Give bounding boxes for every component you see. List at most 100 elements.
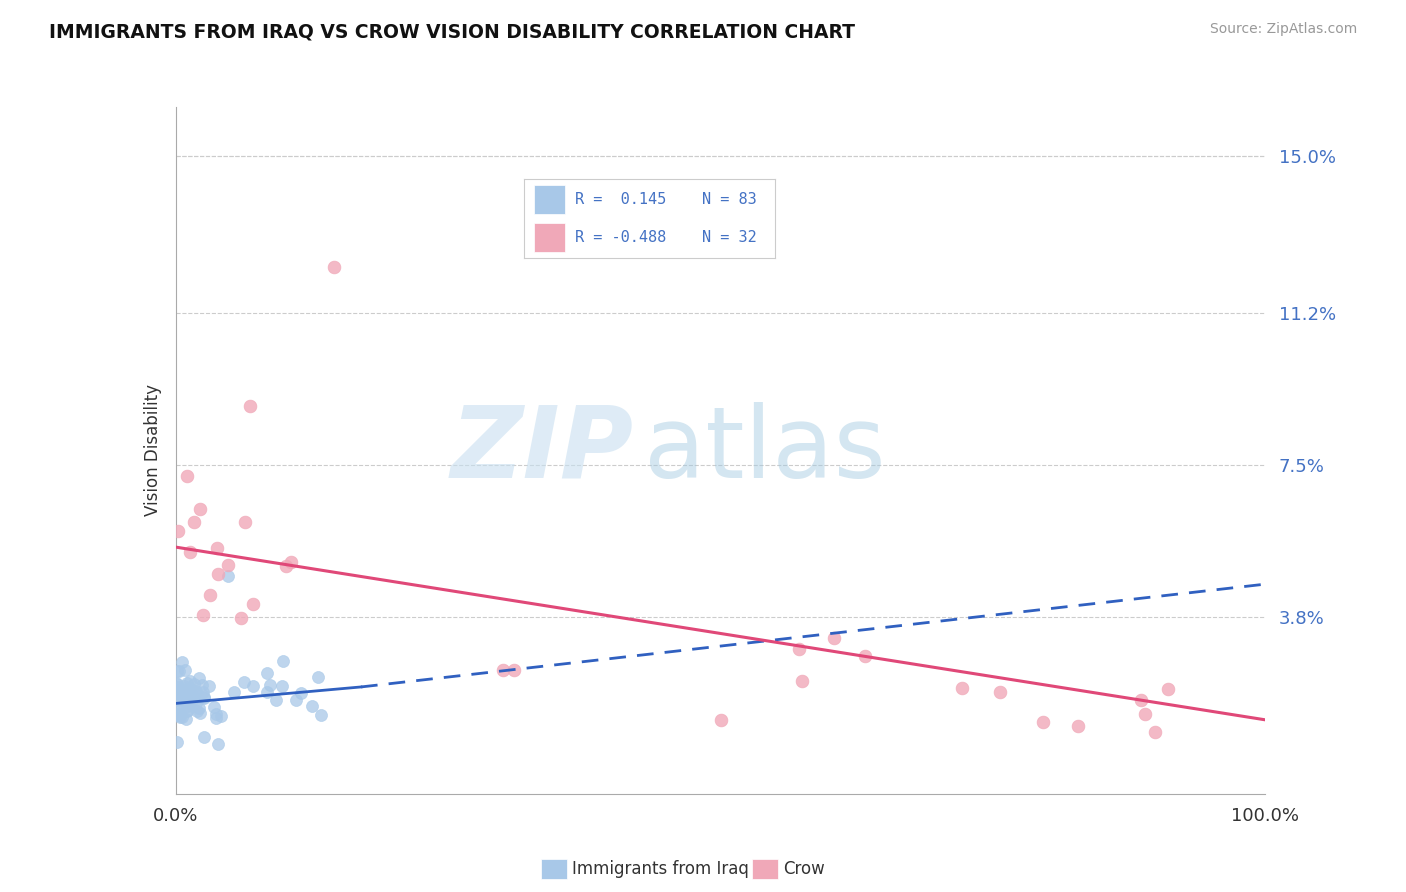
Point <box>179 687 201 701</box>
Point <box>172 690 194 704</box>
Text: Crow: Crow <box>783 860 825 878</box>
Point <box>166 707 188 722</box>
Point <box>207 567 229 582</box>
Point <box>174 692 197 706</box>
Point <box>285 693 308 707</box>
Point <box>205 541 228 555</box>
Point <box>183 676 205 690</box>
Text: R =  0.145: R = 0.145 <box>575 192 666 207</box>
Point <box>259 678 281 692</box>
Point <box>988 685 1011 699</box>
Point <box>172 691 194 706</box>
Point <box>792 674 814 689</box>
Point <box>172 692 194 706</box>
Point <box>166 524 188 538</box>
Point <box>256 685 278 699</box>
Point <box>242 597 264 611</box>
Point <box>193 691 215 706</box>
Point <box>274 559 297 574</box>
Point <box>290 685 312 699</box>
Point <box>187 700 209 714</box>
Point <box>198 679 221 693</box>
Point <box>204 711 226 725</box>
Point <box>177 696 200 710</box>
Point <box>176 703 198 717</box>
Point <box>165 675 187 690</box>
Point <box>166 735 188 749</box>
Point <box>166 689 188 703</box>
Point <box>256 666 278 681</box>
Point <box>1032 714 1054 729</box>
Point <box>166 691 188 706</box>
Point <box>952 681 974 696</box>
Point <box>173 679 195 693</box>
Point <box>191 678 214 692</box>
Point <box>186 704 208 718</box>
Point <box>202 699 225 714</box>
Text: IMMIGRANTS FROM IRAQ VS CROW VISION DISABILITY CORRELATION CHART: IMMIGRANTS FROM IRAQ VS CROW VISION DISA… <box>49 22 855 41</box>
Bar <box>534 186 565 214</box>
Point <box>207 738 229 752</box>
Point <box>224 685 246 699</box>
Point <box>167 692 190 706</box>
Point <box>1129 693 1152 707</box>
Point <box>492 664 515 678</box>
Point <box>1135 706 1157 721</box>
Point <box>169 691 191 706</box>
Point <box>311 707 333 722</box>
Point <box>823 631 845 645</box>
Point <box>184 686 207 700</box>
Point <box>1143 725 1166 739</box>
Point <box>217 558 239 573</box>
Text: N = 83: N = 83 <box>703 192 756 207</box>
Point <box>1066 719 1088 733</box>
Point <box>174 663 197 677</box>
Point <box>169 693 191 707</box>
Point <box>176 685 198 699</box>
Point <box>264 693 287 707</box>
Point <box>167 681 190 695</box>
Point <box>209 709 232 723</box>
Point <box>322 260 344 275</box>
Point <box>233 515 256 529</box>
Point <box>787 641 810 656</box>
Point <box>180 685 202 699</box>
Point <box>179 681 201 695</box>
Point <box>191 607 214 622</box>
Point <box>174 683 197 698</box>
Text: R = -0.488: R = -0.488 <box>575 230 666 245</box>
Point <box>184 684 207 698</box>
Point <box>188 706 211 721</box>
Point <box>170 710 193 724</box>
Point <box>172 656 194 670</box>
Point <box>166 682 188 697</box>
Point <box>271 679 294 693</box>
Point <box>193 690 215 705</box>
Point <box>179 545 201 559</box>
Point <box>176 675 198 690</box>
Point <box>1157 681 1180 696</box>
Text: ZIP: ZIP <box>450 402 633 499</box>
Point <box>179 673 201 688</box>
Point <box>232 675 254 690</box>
Point <box>166 664 188 678</box>
Point <box>165 706 187 721</box>
Bar <box>534 223 565 252</box>
Point <box>188 671 211 685</box>
Point <box>176 469 198 483</box>
Point <box>280 555 302 569</box>
Text: Immigrants from Iraq: Immigrants from Iraq <box>572 860 749 878</box>
Point <box>183 515 205 529</box>
Text: Source: ZipAtlas.com: Source: ZipAtlas.com <box>1209 22 1357 37</box>
Text: N = 32: N = 32 <box>703 230 756 245</box>
Point <box>853 649 876 664</box>
Point <box>167 664 190 678</box>
Point <box>239 399 262 413</box>
Point <box>273 654 295 668</box>
Point <box>193 730 215 744</box>
Point <box>165 705 187 719</box>
Point <box>176 704 198 718</box>
Point <box>184 696 207 710</box>
Point <box>502 664 524 678</box>
Point <box>181 689 204 703</box>
